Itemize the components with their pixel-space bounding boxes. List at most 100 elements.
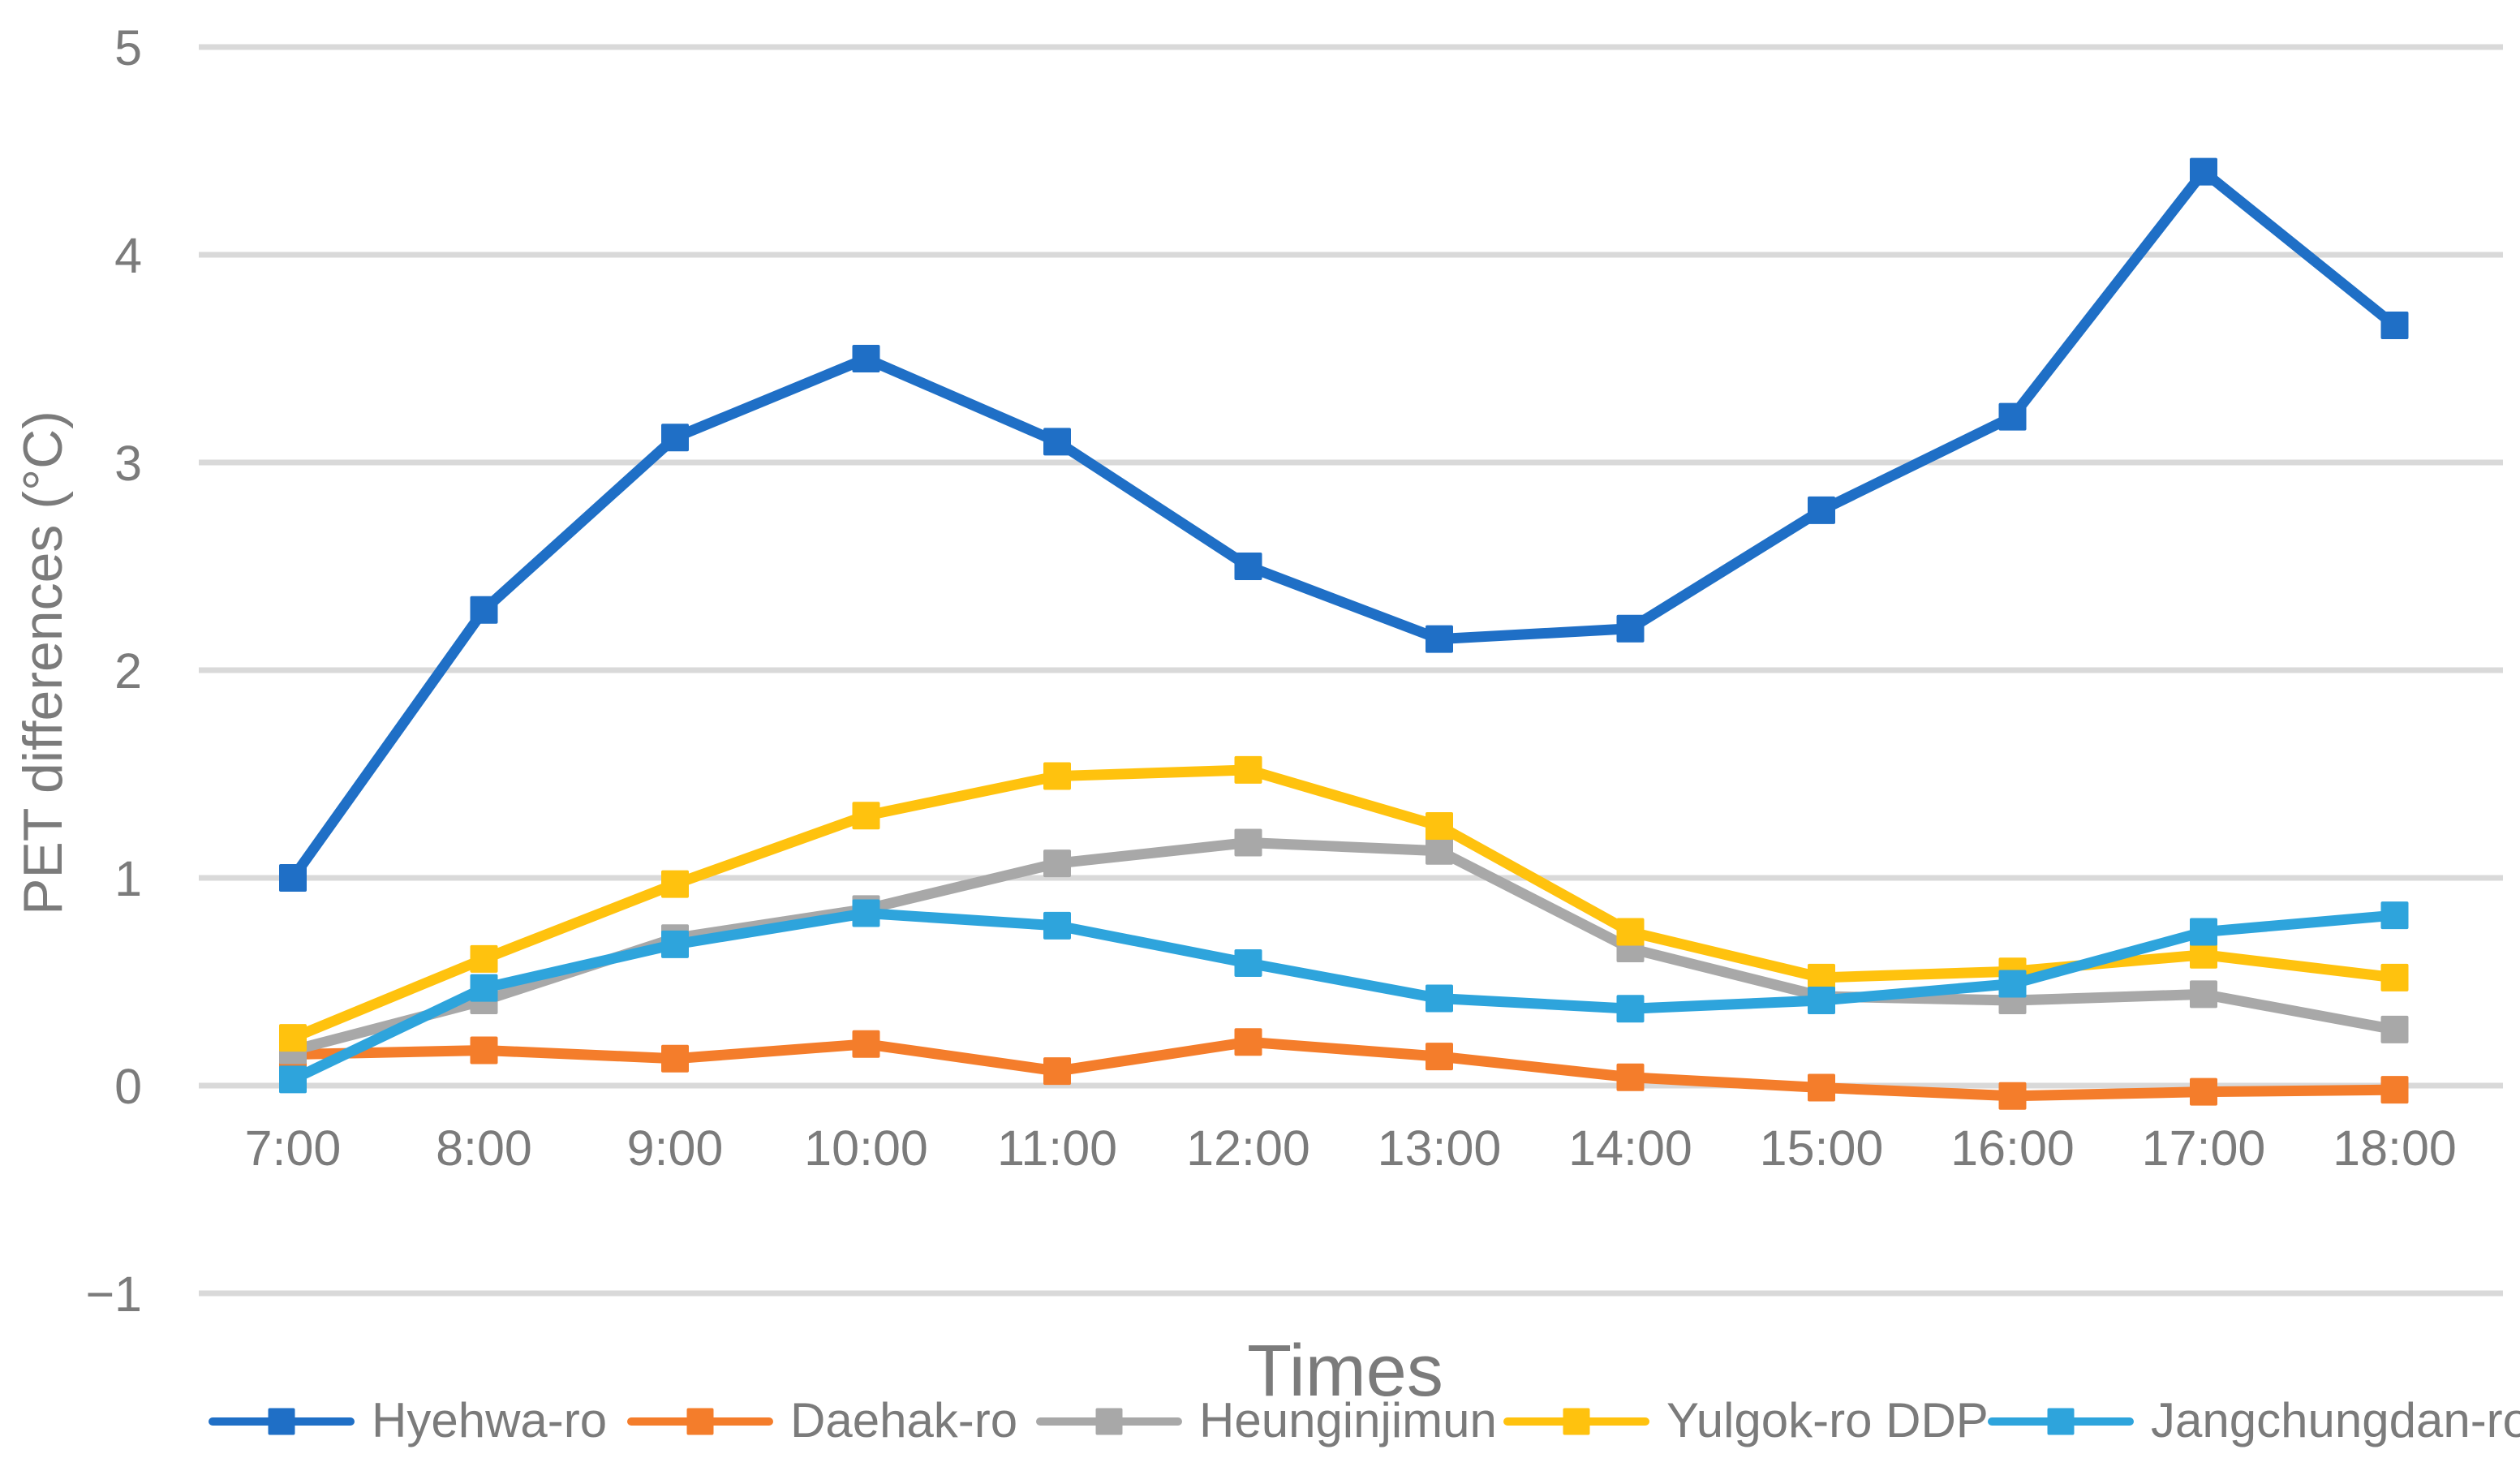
data-point <box>1043 849 1071 878</box>
series-yulgok-ro-ddp <box>279 755 2409 1052</box>
legend-label: Jangchungdan-ro <box>2151 1393 2520 1447</box>
x-axis-tick-labels: 7:00 8:00 9:00 10:00 11:00 12:00 13:00 14:00 15:… <box>245 1120 2457 1176</box>
legend-key-marker-icon <box>268 1408 295 1435</box>
data-point <box>1998 1082 2027 1110</box>
legend-key-marker-icon <box>686 1408 714 1435</box>
legend: Hyehwa-ro Daehak-ro Heunginjimun Yulgok-ro … <box>209 1393 2520 1447</box>
x-tick-label: 11:00 <box>997 1120 1117 1176</box>
legend-item-heunginjimun: Heunginjimun <box>1036 1393 1497 1447</box>
data-point <box>1043 911 1071 940</box>
data-point <box>2380 963 2409 991</box>
data-point <box>1808 987 1835 1015</box>
data-point <box>1808 963 1835 991</box>
y-axis-title: PET differences (°C) <box>12 411 74 915</box>
gridlines <box>199 44 2503 1297</box>
legend-label: Yulgok-ro DDP <box>1666 1393 1989 1447</box>
data-point <box>1998 970 2027 998</box>
x-tick-label: 17:00 <box>2142 1120 2266 1176</box>
legend-item-daehak-ro: Daehak-ro <box>627 1393 1017 1447</box>
data-point <box>2190 157 2217 186</box>
legend-item-jangchungdan-ro: Jangchungdan-ro <box>1988 1393 2520 1447</box>
series-jangchungdan-ro <box>279 899 2409 1094</box>
data-point <box>1234 948 1262 977</box>
series-heunginjimun <box>279 828 2409 1065</box>
x-tick-label: 13:00 <box>1378 1120 1502 1176</box>
series-layer <box>279 157 2409 1110</box>
data-point <box>1616 918 1645 946</box>
x-tick-label: 12:00 <box>1186 1120 1310 1176</box>
legend-label: Hyehwa-ro <box>372 1393 607 1447</box>
data-point <box>279 1065 307 1094</box>
data-point <box>470 596 498 624</box>
series-line-jangchungdan-ro <box>287 908 2400 1085</box>
series-line-heunginjimun <box>287 837 2400 1056</box>
legend-item-hyehwa-ro: Hyehwa-ro <box>209 1393 607 1447</box>
x-tick-label: 8:00 <box>436 1120 532 1176</box>
data-point <box>1426 812 1453 840</box>
data-point <box>2190 980 2217 1009</box>
data-point <box>470 944 498 973</box>
data-point <box>2380 312 2409 340</box>
data-point <box>1043 762 1071 790</box>
data-point <box>1808 496 1835 524</box>
data-point <box>470 1036 498 1065</box>
data-point <box>852 899 880 927</box>
data-point <box>470 974 498 1002</box>
data-point <box>1616 1063 1645 1091</box>
legend-key-marker-icon <box>2047 1408 2075 1435</box>
x-tick-label: 18:00 <box>2333 1120 2457 1176</box>
y-tick-label: 5 <box>114 20 142 75</box>
x-tick-label: 14:00 <box>1568 1120 1692 1176</box>
data-point <box>2190 940 2217 969</box>
data-point <box>1426 984 1453 1013</box>
data-point <box>661 424 689 452</box>
data-point <box>1426 1043 1453 1071</box>
data-point <box>1043 1057 1071 1086</box>
series-hyehwa-ro <box>279 157 2409 892</box>
legend-label: Heunginjimun <box>1199 1393 1497 1447</box>
x-axis-title: Times <box>1247 1331 1443 1412</box>
data-point <box>1616 614 1645 643</box>
data-point <box>661 1044 689 1073</box>
data-point <box>279 1024 307 1052</box>
y-tick-label: 2 <box>114 643 142 699</box>
y-tick-label: 0 <box>114 1059 142 1114</box>
data-point <box>852 1030 880 1058</box>
legend-key-marker-icon <box>1095 1408 1123 1435</box>
legend-key-marker-icon <box>1563 1408 1590 1435</box>
legend-item-yulgok-ro-ddp: Yulgok-ro DDP <box>1503 1393 1989 1447</box>
y-axis-tick-labels: 5 4 3 2 1 0 −1 <box>85 20 142 1322</box>
data-point <box>1998 402 2027 431</box>
x-tick-label: 15:00 <box>1760 1120 1884 1176</box>
data-point <box>661 930 689 958</box>
y-tick-label: 1 <box>114 851 142 906</box>
data-point <box>852 802 880 830</box>
data-point <box>2380 1076 2409 1104</box>
data-point <box>1616 995 1645 1023</box>
data-point <box>1808 1073 1835 1102</box>
series-line-hyehwa-ro <box>287 166 2400 884</box>
data-point <box>1234 828 1262 857</box>
data-point <box>1043 428 1071 456</box>
legend-label: Daehak-ro <box>790 1393 1017 1447</box>
data-point <box>661 870 689 898</box>
data-point <box>2190 918 2217 946</box>
y-tick-label: −1 <box>85 1267 142 1322</box>
data-point <box>1234 1028 1262 1056</box>
data-point <box>1234 755 1262 784</box>
data-point <box>2380 1015 2409 1043</box>
y-tick-label: 4 <box>114 228 142 283</box>
series-daehak-ro <box>279 1028 2409 1110</box>
data-point <box>1426 625 1453 653</box>
data-point <box>1234 553 1262 580</box>
data-point <box>2380 901 2409 930</box>
y-tick-label: 3 <box>114 436 142 491</box>
data-point <box>2190 1077 2217 1106</box>
x-tick-label: 10:00 <box>804 1120 928 1176</box>
x-tick-label: 7:00 <box>245 1120 342 1176</box>
series-line-yulgok-ro-ddp <box>287 764 2400 1043</box>
data-point <box>852 345 880 372</box>
data-point <box>279 864 307 892</box>
